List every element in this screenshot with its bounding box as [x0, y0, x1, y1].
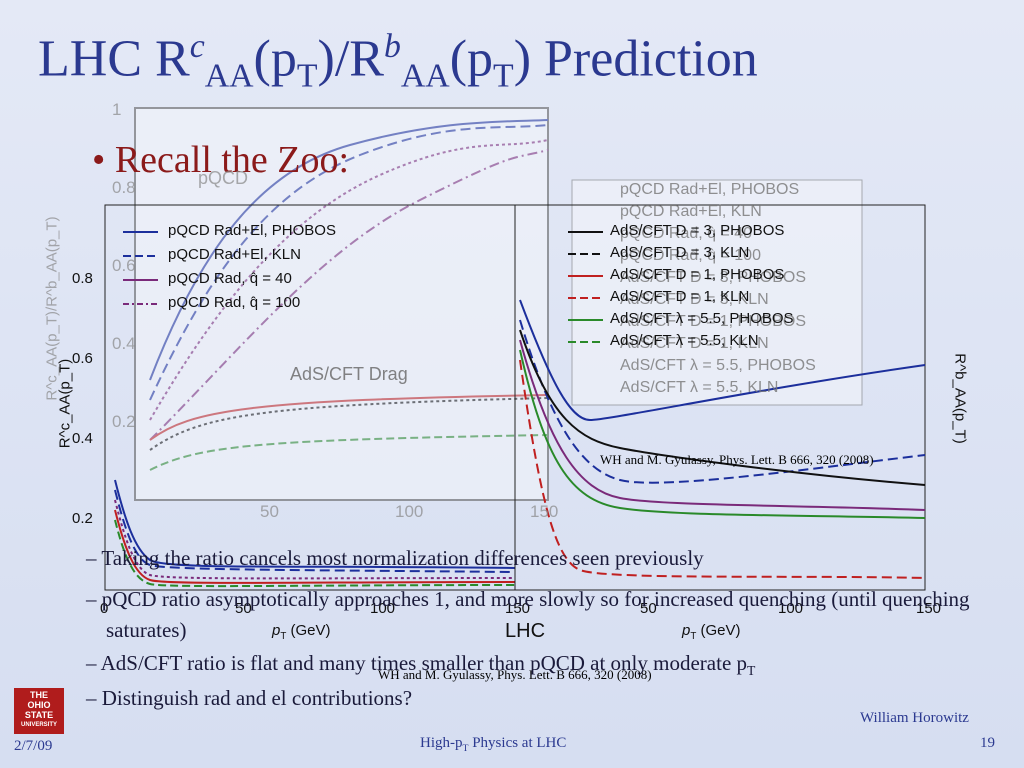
logo-word: THE [30, 690, 48, 700]
title-part: (p [253, 30, 297, 88]
sub-bullet-text: T [747, 663, 756, 679]
sub-bullet: – pQCD ratio asymptotically approaches 1… [86, 587, 970, 642]
legend-entry: AdS/CFT D = 1, PHOBOS [620, 313, 806, 330]
legend-entry: pQCD Rad, q̂ = 100 [168, 294, 301, 311]
legend-entry: pQCD Rad+El, KLN [168, 246, 301, 263]
x-axis-label-part: T [690, 631, 697, 642]
logo-word: UNIVERSITY [20, 722, 57, 728]
x-axis-label: pT (GeV) [272, 622, 331, 642]
title-part: T [296, 57, 318, 95]
y-tick-label: 0.2 [112, 412, 136, 431]
title-part: b [383, 28, 401, 65]
legend-entry: AdS/CFT D = 1, KLN [610, 288, 750, 305]
footer-talk: High-pT Physics at LHC [420, 735, 566, 754]
x-axis-label-part: T [280, 631, 287, 642]
y-tick-label: 0.8 [72, 270, 93, 287]
citation: WH and M. Gyulassy, Phys. Lett. B 666, 3… [600, 452, 874, 467]
sub-bullet: – Distinguish rad and el contributions? [86, 686, 413, 710]
footer-page: 19 [980, 735, 995, 751]
plot-tag: LHC [505, 620, 546, 642]
y-tick-label: 1 [112, 100, 122, 119]
legend-entry: pQCD Rad+El, PHOBOS [620, 181, 800, 198]
legend-entry: AdS/CFT λ = 5.5, KLN [610, 332, 759, 349]
sub-bullet-text: pQCD ratio asymptotically approaches 1, … [101, 587, 970, 642]
title-part: (p [449, 30, 494, 88]
x-axis-label-part: p [682, 622, 691, 639]
legend-entry: AdS/CFT λ = 5.5, PHOBOS [620, 357, 816, 374]
sub-bullet-text: Distinguish rad and el contributions? [101, 686, 413, 710]
title-part: LHC R [38, 30, 190, 88]
legend-entry: AdS/CFT D = 3, KLN [610, 244, 750, 261]
footer-author: William Horowitz [860, 710, 969, 726]
legend-entry: AdS/CFT D = 3, PHOBOS [610, 222, 785, 239]
footer-date: 2/7/09 [14, 738, 53, 754]
x-tick-label: 150 [530, 502, 559, 521]
title-part: AA [204, 57, 254, 95]
title-part: ) Prediction [513, 30, 758, 88]
x-tick-label: 150 [916, 600, 942, 617]
logo-word: STATE [24, 710, 54, 720]
y-tick-label: 0.2 [72, 510, 93, 527]
logo-text: THE OHIO STATE UNIVERSITY [14, 690, 64, 730]
legend-entry: AdS/CFT D = 3, PHOBOS [620, 269, 806, 286]
y-tick-label: 0.4 [72, 430, 93, 447]
sub-bullet: – Taking the ratio cancels most normaliz… [86, 546, 704, 570]
footer-talk-part: High-p [420, 735, 463, 751]
citation: WH and M. Gyulassy, Phys. Lett. B 666, 3… [378, 667, 652, 682]
x-axis-label-part: (GeV) [696, 622, 741, 639]
plot-label: AdS/CFT Drag [290, 364, 408, 384]
legend-entry: AdS/CFT D = 3, KLN [620, 291, 769, 308]
y-tick-label: 0.6 [72, 350, 93, 367]
x-axis-label: pT (GeV) [682, 622, 741, 642]
legend-entry: AdS/CFT D = 1, PHOBOS [610, 266, 785, 283]
y-tick-label: 0.6 [112, 256, 136, 275]
legend-entry: pQCD Rad, q̂ = 40 [168, 270, 292, 287]
sub-bullet-text: Taking the ratio cancels most normalizat… [101, 546, 704, 570]
x-tick-label: 50 [235, 600, 252, 617]
x-tick-label: 100 [395, 502, 424, 521]
logo-word: OHIO [27, 700, 51, 710]
logo [14, 688, 64, 734]
plot-label: pQCD [198, 168, 249, 188]
legend-entry: pQCD Rad, q̂ = 40 [620, 225, 753, 242]
title-part: )/R [317, 30, 384, 88]
sub-bullet-text: AdS/CFT ratio is flat and many times sma… [100, 651, 748, 675]
title-part: c [189, 28, 205, 65]
x-tick-label: 50 [260, 502, 279, 521]
title-part: T [493, 57, 514, 95]
legend-entry: pQCD Rad+El, KLN [620, 203, 762, 220]
legend-entry: AdS/CFT D = 1, KLN [620, 335, 769, 352]
x-tick-label: 0 [100, 600, 109, 617]
title: LHC RcAA(pT)/RbAA(pT) Prediction [38, 28, 758, 96]
x-tick-label: 50 [640, 600, 657, 617]
legend-entry: AdS/CFT λ = 5.5, KLN [620, 379, 779, 396]
y-axis-label: R^c_AA(p_T) [56, 358, 74, 449]
title-part: AA [400, 57, 450, 95]
y-tick-label: 0.4 [112, 334, 136, 353]
y-tick-label: 0.8 [112, 178, 136, 197]
bullet-text: Recall the Zoo: [114, 139, 350, 181]
sub-bullet: – AdS/CFT ratio is flat and many times s… [86, 651, 756, 679]
bullet: • Recall the Zoo: [92, 139, 350, 181]
x-tick-label: 100 [370, 600, 396, 617]
legend-entry: pQCD Rad, q̂ = 100 [620, 247, 761, 264]
footer-talk-part: T [462, 743, 469, 754]
x-axis-label-part: (GeV) [286, 622, 331, 639]
footer-talk-part: Physics at LHC [468, 735, 567, 751]
x-tick-label: 150 [505, 600, 531, 617]
legend-entry: pQCD Rad+El, PHOBOS [168, 222, 336, 239]
x-axis-label-part: p [272, 622, 281, 639]
x-tick-label: 100 [778, 600, 804, 617]
legend-entry: AdS/CFT λ = 5.5, PHOBOS [610, 310, 794, 327]
y-axis-label: R^b_AA(p_T) [951, 353, 969, 444]
